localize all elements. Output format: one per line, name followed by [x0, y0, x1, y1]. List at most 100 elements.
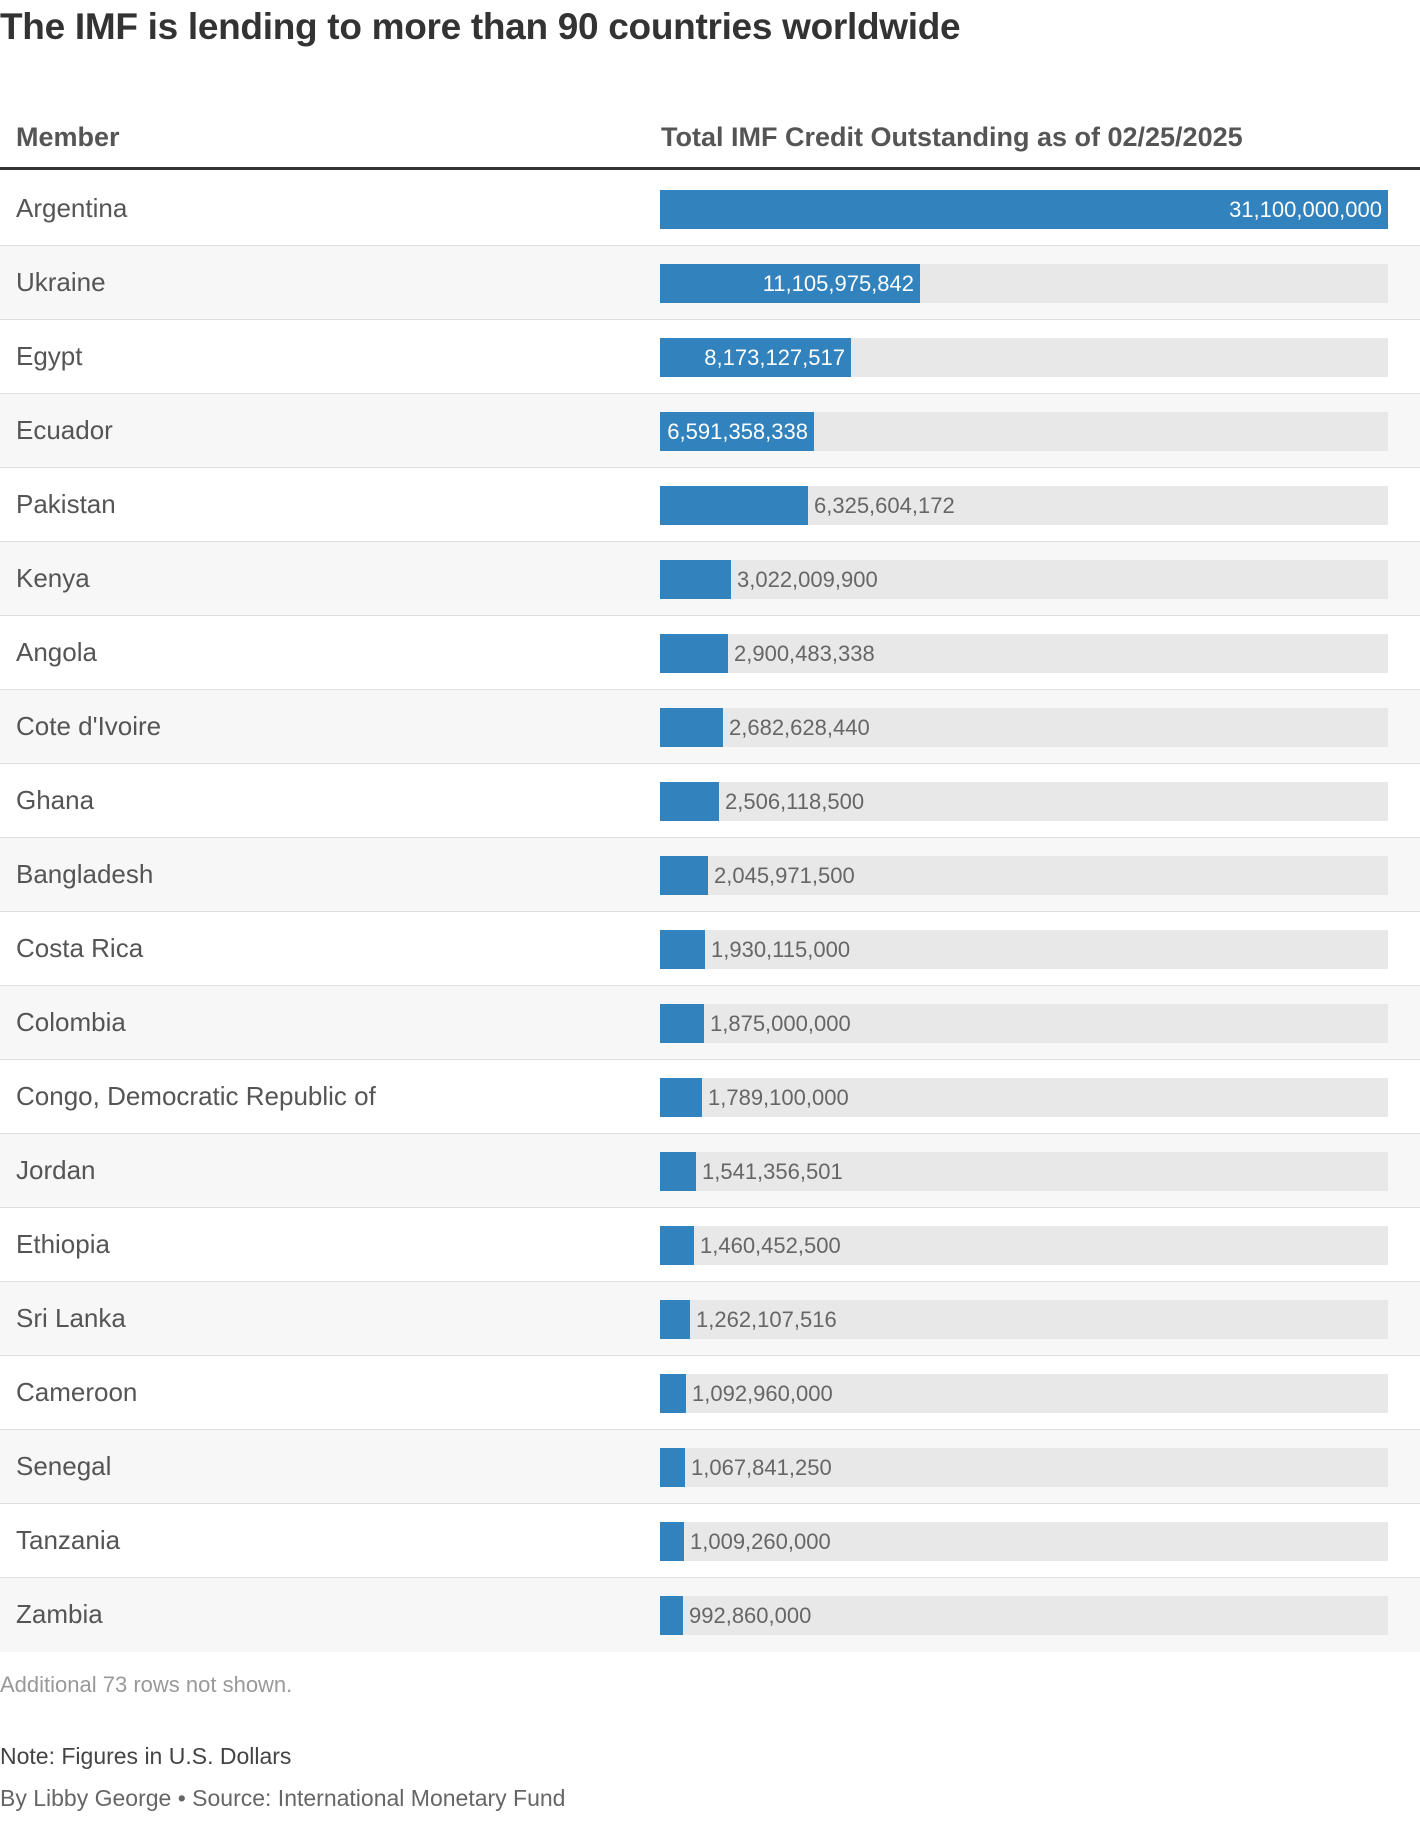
credit-bar [660, 1596, 683, 1635]
column-header-credit: Total IMF Credit Outstanding as of 02/25… [661, 122, 1243, 152]
credit-value-label: 1,092,960,000 [692, 1381, 833, 1406]
table-row: Kenya 3,022,009,900 [0, 542, 1420, 616]
credit-value-label: 3,022,009,900 [737, 567, 878, 592]
member-name: Sri Lanka [16, 1303, 126, 1333]
credit-value-label: 1,460,452,500 [700, 1233, 841, 1258]
member-name: Ethiopia [16, 1229, 110, 1259]
member-name: Congo, Democratic Republic of [16, 1081, 376, 1111]
member-name: Senegal [16, 1451, 112, 1481]
credit-value-label: 1,067,841,250 [691, 1455, 832, 1480]
table-header: Member Total IMF Credit Outstanding as o… [0, 112, 1420, 170]
table-row: Ethiopia 1,460,452,500 [0, 1208, 1420, 1282]
table-row: Tanzania 1,009,260,000 [0, 1504, 1420, 1578]
credit-bar [660, 1226, 694, 1265]
bar-track: 6,325,604,172 [660, 486, 1388, 525]
table-row: Colombia 1,875,000,000 [0, 986, 1420, 1060]
member-name: Angola [16, 637, 97, 667]
credit-bar [660, 1152, 696, 1191]
credit-value-label: 1,262,107,516 [696, 1307, 837, 1332]
credit-bar [660, 1374, 686, 1413]
member-name: Ecuador [16, 415, 113, 445]
bar-track: 1,875,000,000 [660, 1004, 1388, 1043]
member-name: Costa Rica [16, 933, 144, 963]
credit-bar [660, 1078, 702, 1117]
credit-value-label: 31,100,000,000 [1229, 197, 1382, 222]
credit-value-label: 1,789,100,000 [708, 1085, 849, 1110]
credit-bar [660, 190, 1388, 229]
bar-track: 1,067,841,250 [660, 1448, 1388, 1487]
bar-track: 2,506,118,500 [660, 782, 1388, 821]
member-name: Ukraine [16, 267, 106, 297]
table-row: Senegal 1,067,841,250 [0, 1430, 1420, 1504]
credit-value-label: 1,875,000,000 [710, 1011, 851, 1036]
bar-track: 1,541,356,501 [660, 1152, 1388, 1191]
member-name: Tanzania [16, 1525, 121, 1555]
credit-value-label: 6,325,604,172 [814, 493, 955, 518]
column-header-member: Member [16, 122, 120, 152]
credit-value-label: 2,682,628,440 [729, 715, 870, 740]
credit-bar [660, 708, 723, 747]
credit-bar [660, 412, 814, 451]
member-name: Cameroon [16, 1377, 138, 1407]
credit-bar [660, 486, 808, 525]
credit-value-label: 1,541,356,501 [702, 1159, 843, 1184]
table-row: Angola 2,900,483,338 [0, 616, 1420, 690]
credit-bar [660, 782, 719, 821]
bar-track: 8,173,127,517 [660, 338, 1388, 377]
table-row: Bangladesh 2,045,971,500 [0, 838, 1420, 912]
credit-bar [660, 264, 920, 303]
member-name: Bangladesh [16, 859, 154, 889]
table-row: Ukraine 11,105,975,842 [0, 246, 1420, 320]
member-name: Kenya [16, 563, 90, 593]
table-row: Cameroon 1,092,960,000 [0, 1356, 1420, 1430]
member-name: Cote d'Ivoire [16, 711, 162, 741]
bar-track: 31,100,000,000 [660, 190, 1388, 229]
table-row: Congo, Democratic Republic of 1,789,100,0… [0, 1060, 1420, 1134]
credit-bar [660, 1300, 690, 1339]
table-row: Ghana 2,506,118,500 [0, 764, 1420, 838]
credit-value-label: 8,173,127,517 [704, 345, 845, 370]
bar-track: 1,460,452,500 [660, 1226, 1388, 1265]
credit-value-label: 6,591,358,338 [667, 419, 808, 444]
credit-value-label: 2,900,483,338 [734, 641, 875, 666]
credit-bar [660, 1448, 685, 1487]
bar-track: 3,022,009,900 [660, 560, 1388, 599]
credit-value-label: 992,860,000 [689, 1603, 812, 1628]
bar-track: 11,105,975,842 [660, 264, 1388, 303]
bar-track: 2,682,628,440 [660, 708, 1388, 747]
credit-value-label: 1,009,260,000 [690, 1529, 831, 1554]
credit-value-label: 2,045,971,500 [714, 863, 855, 888]
credit-bar [660, 1522, 684, 1561]
credit-bar [660, 560, 731, 599]
table-row: Egypt 8,173,127,517 [0, 320, 1420, 394]
credit-value-label: 1,930,115,000 [711, 937, 851, 962]
table-row: Pakistan 6,325,604,172 [0, 468, 1420, 542]
credit-value-label: 11,105,975,842 [762, 271, 914, 296]
credit-bar [660, 634, 728, 673]
member-name: Argentina [16, 193, 128, 223]
rows-not-shown-note: Additional 73 rows not shown. [0, 1672, 293, 1697]
member-name: Ghana [16, 785, 95, 815]
table-row: Ecuador 6,591,358,338 [0, 394, 1420, 468]
credit-bar [660, 338, 851, 377]
byline-source: By Libby George • Source: International … [0, 1785, 566, 1811]
table-row: Costa Rica 1,930,115,000 [0, 912, 1420, 986]
table-row: Sri Lanka 1,262,107,516 [0, 1282, 1420, 1356]
units-note: Note: Figures in U.S. Dollars [0, 1743, 292, 1769]
table-row: Cote d'Ivoire 2,682,628,440 [0, 690, 1420, 764]
bar-track: 1,009,260,000 [660, 1522, 1388, 1561]
bar-track: 1,930,115,000 [660, 930, 1388, 969]
bar-track: 6,591,358,338 [660, 412, 1388, 451]
member-name: Pakistan [16, 489, 116, 519]
member-name: Colombia [16, 1007, 126, 1037]
table-row: Jordan 1,541,356,501 [0, 1134, 1420, 1208]
bar-track: 2,045,971,500 [660, 856, 1388, 895]
bar-track: 1,262,107,516 [660, 1300, 1388, 1339]
bar-track: 992,860,000 [660, 1596, 1388, 1635]
credit-bar [660, 856, 708, 895]
member-name: Egypt [16, 341, 83, 371]
credit-bar [660, 930, 705, 969]
table-row: Argentina 31,100,000,000 [0, 172, 1420, 246]
table-row: Zambia 992,860,000 [0, 1578, 1420, 1652]
member-name: Jordan [16, 1155, 96, 1185]
